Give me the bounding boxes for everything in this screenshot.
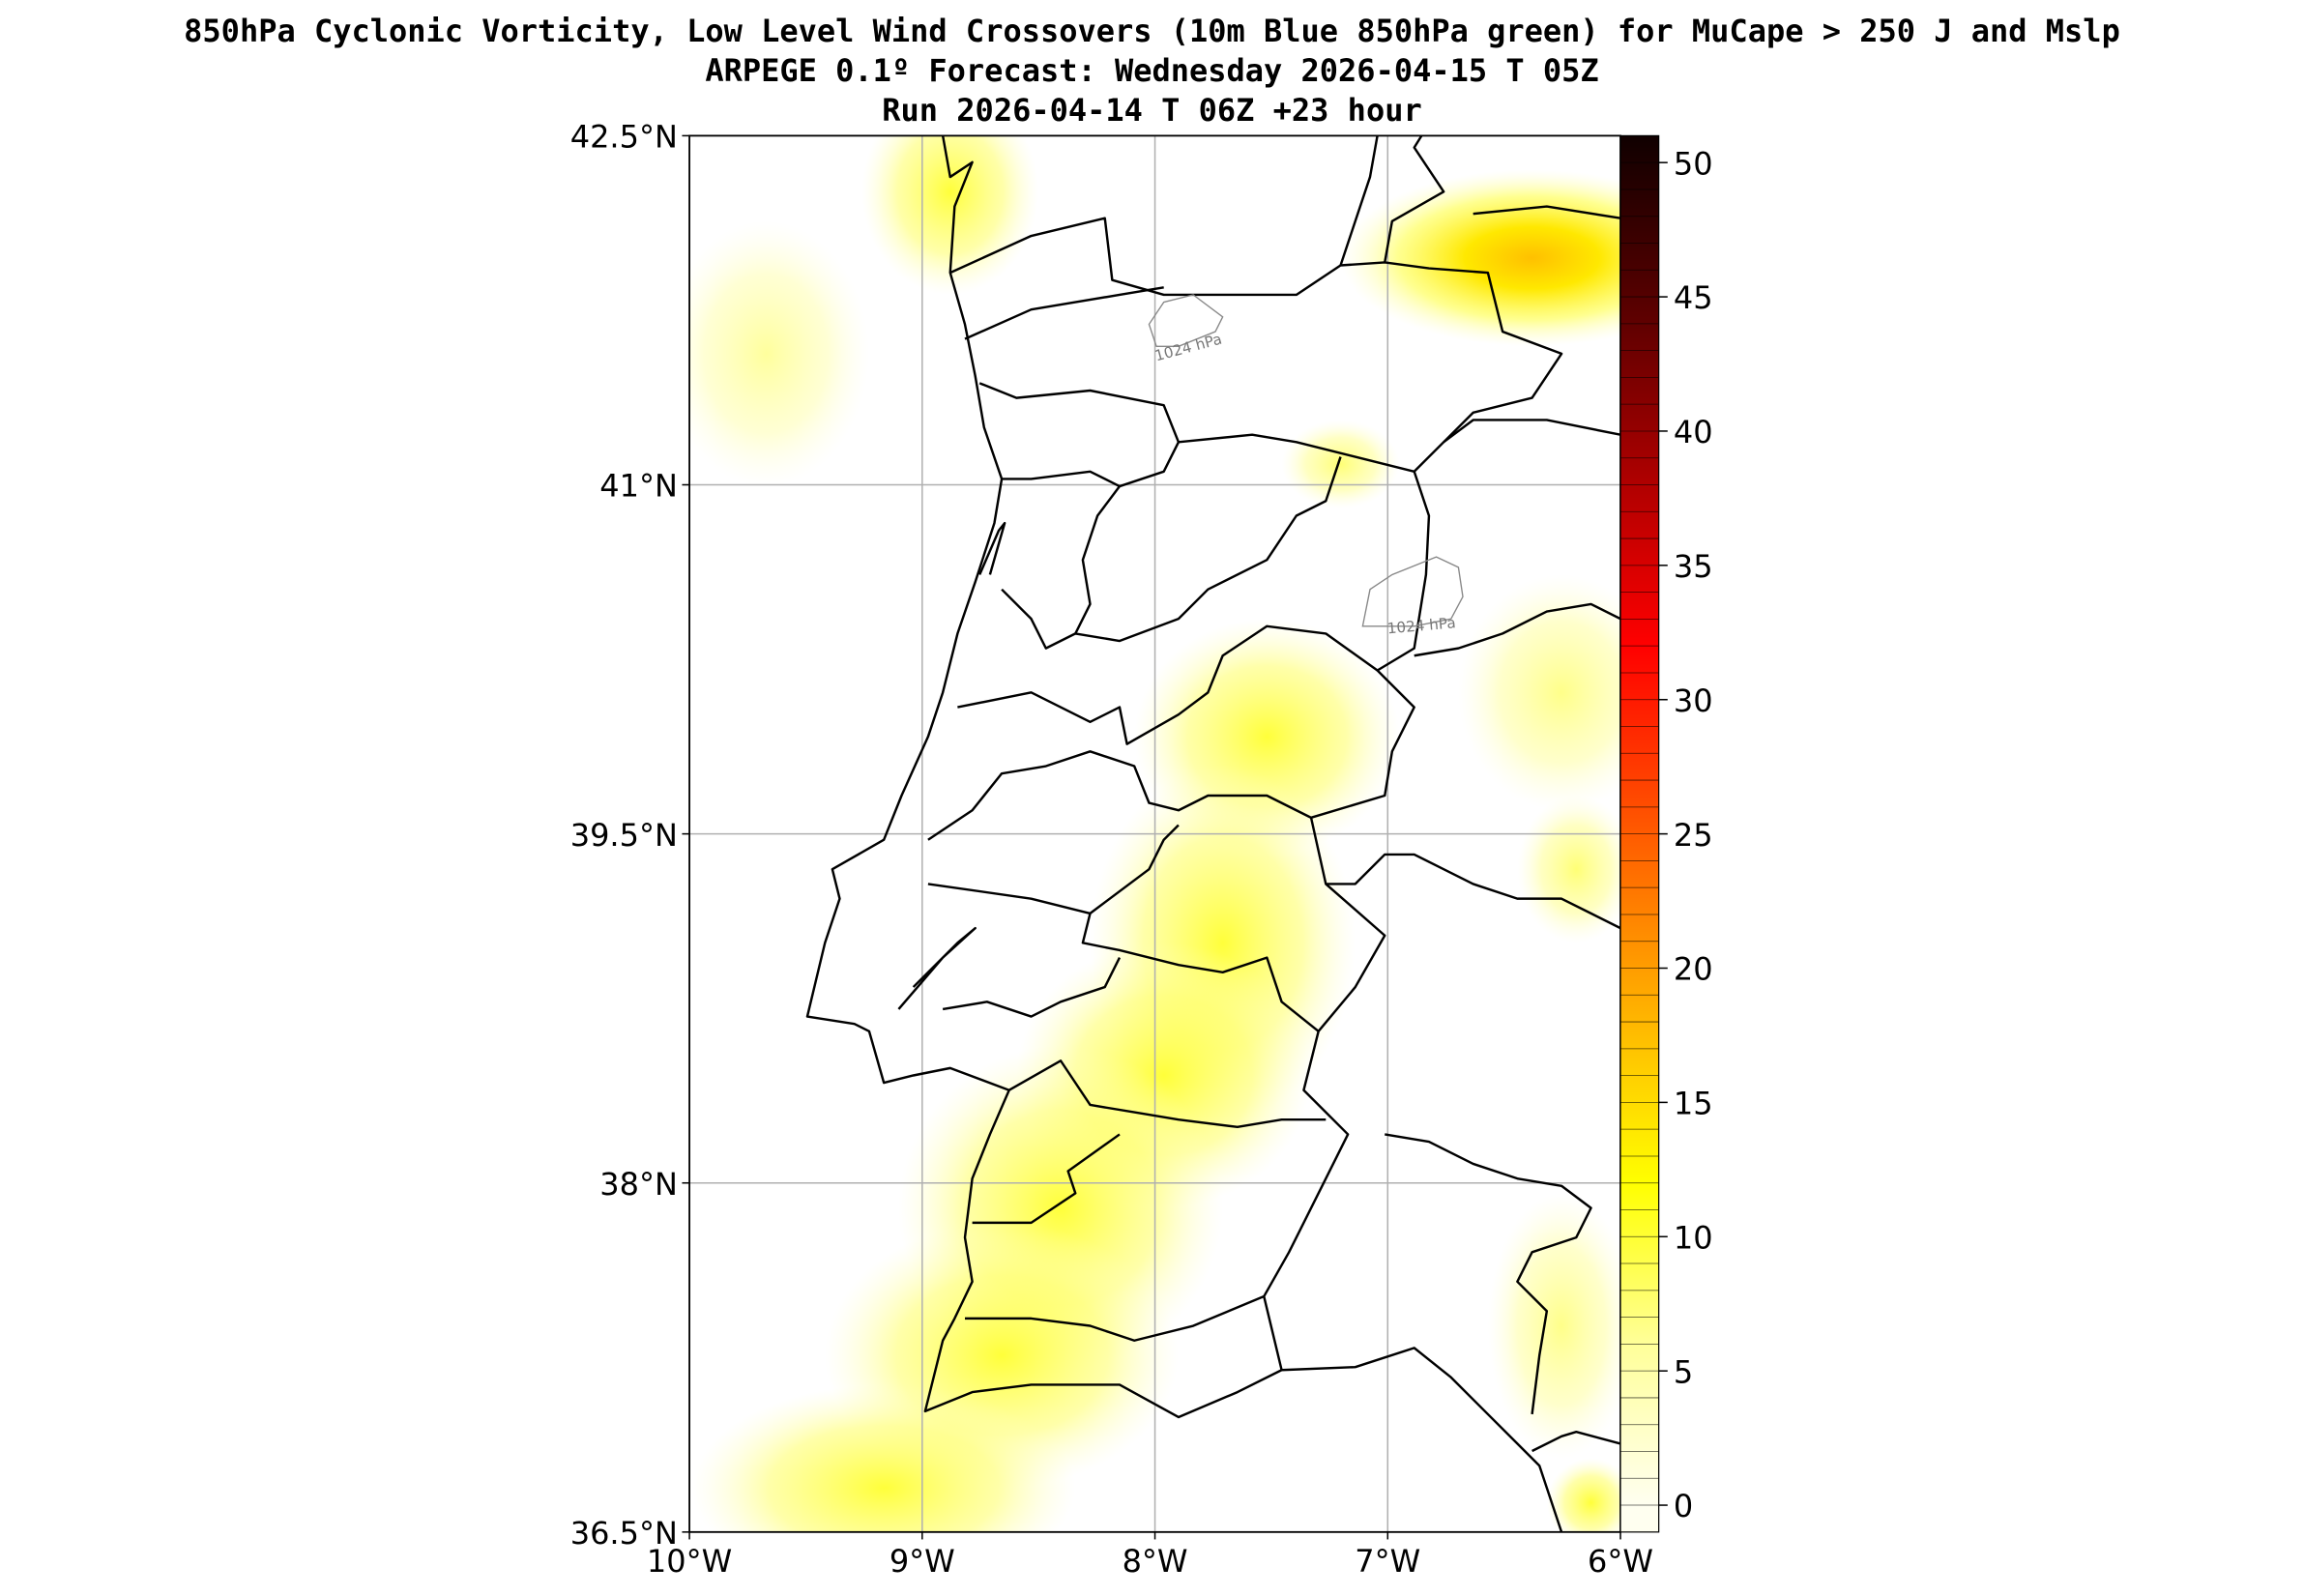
map-area: 1024 hPa 1024 hPa <box>689 135 1621 1532</box>
district-line <box>1081 913 1320 1032</box>
y-tick-label: 38°N <box>599 1166 678 1203</box>
district-line <box>1001 588 1076 650</box>
cape-shading <box>689 135 1621 1532</box>
x-tick-label: 7°W <box>1355 1543 1420 1580</box>
district-line <box>942 957 1122 1018</box>
district-line <box>1385 1133 1592 1415</box>
latitude-axis: 36.5°N 38°N 39.5°N 41°N 42.5°N <box>570 119 690 1552</box>
tagus-estuary <box>897 926 977 1010</box>
y-tick-label: 39.5°N <box>570 817 678 854</box>
district-line <box>972 1133 1121 1225</box>
x-tick-label: 8°W <box>1123 1543 1188 1580</box>
title-line-2: ARPEGE 0.1º Forecast: Wednesday 2026-04-… <box>705 52 1598 89</box>
district-line <box>1384 135 1445 263</box>
district-line <box>964 1294 1265 1342</box>
isobar-1024-north <box>1148 294 1224 347</box>
x-tick-label: 10°W <box>647 1543 732 1580</box>
colorbar-tick-label: 0 <box>1674 1488 1693 1524</box>
graticule <box>689 135 1621 1532</box>
district-line <box>1443 419 1621 444</box>
colorbar-tick-label: 10 <box>1674 1219 1713 1256</box>
title-line-1: 850hPa Cyclonic Vorticity, Low Level Win… <box>184 13 2120 49</box>
isobar-1024-east <box>1361 556 1464 627</box>
x-tick-label: 6°W <box>1588 1543 1653 1580</box>
x-tick-label: 9°W <box>890 1543 955 1580</box>
colorbar-tick-label: 50 <box>1674 145 1713 182</box>
colorbar-tick-label: 5 <box>1674 1353 1693 1390</box>
district-line <box>1473 205 1621 219</box>
district-line <box>927 824 1180 915</box>
district-line <box>1326 853 1621 930</box>
portugal-spain-border <box>949 217 1563 1371</box>
district-line <box>1008 1059 1327 1129</box>
district-line <box>927 750 1312 841</box>
colorbar-tick-label: 30 <box>1674 682 1713 719</box>
y-tick-label: 41°N <box>599 468 678 505</box>
colorbar-tick-label: 15 <box>1674 1086 1713 1122</box>
district-line <box>1339 135 1379 266</box>
colorbar-tick-label: 40 <box>1674 414 1713 450</box>
district-line <box>1414 602 1621 657</box>
coastline-west <box>805 135 1563 1532</box>
longitude-axis: 10°W 9°W 8°W 7°W 6°W <box>647 1531 1653 1580</box>
colorbar: 0 5 10 15 20 25 30 35 40 45 50 <box>1619 134 1713 1533</box>
title-line-3: Run 2026-04-14 T 06Z +23 hour <box>882 92 1421 129</box>
spain-coast-south <box>1531 1431 1621 1453</box>
colorbar-tick-label: 35 <box>1674 548 1713 585</box>
borders <box>805 135 1621 1532</box>
district-line <box>957 624 1379 745</box>
y-tick-label: 36.5°N <box>570 1515 678 1552</box>
district-line <box>978 382 1181 488</box>
district-line <box>1074 456 1342 643</box>
district-line <box>964 286 1164 340</box>
y-tick-label: 42.5°N <box>570 119 678 156</box>
colorbar-tick-label: 20 <box>1674 951 1713 988</box>
district-line <box>1178 433 1415 473</box>
colorbar-tick-label: 45 <box>1674 279 1713 316</box>
aveiro-lagoon <box>978 521 1006 575</box>
colorbar-tick-label: 25 <box>1674 817 1713 854</box>
